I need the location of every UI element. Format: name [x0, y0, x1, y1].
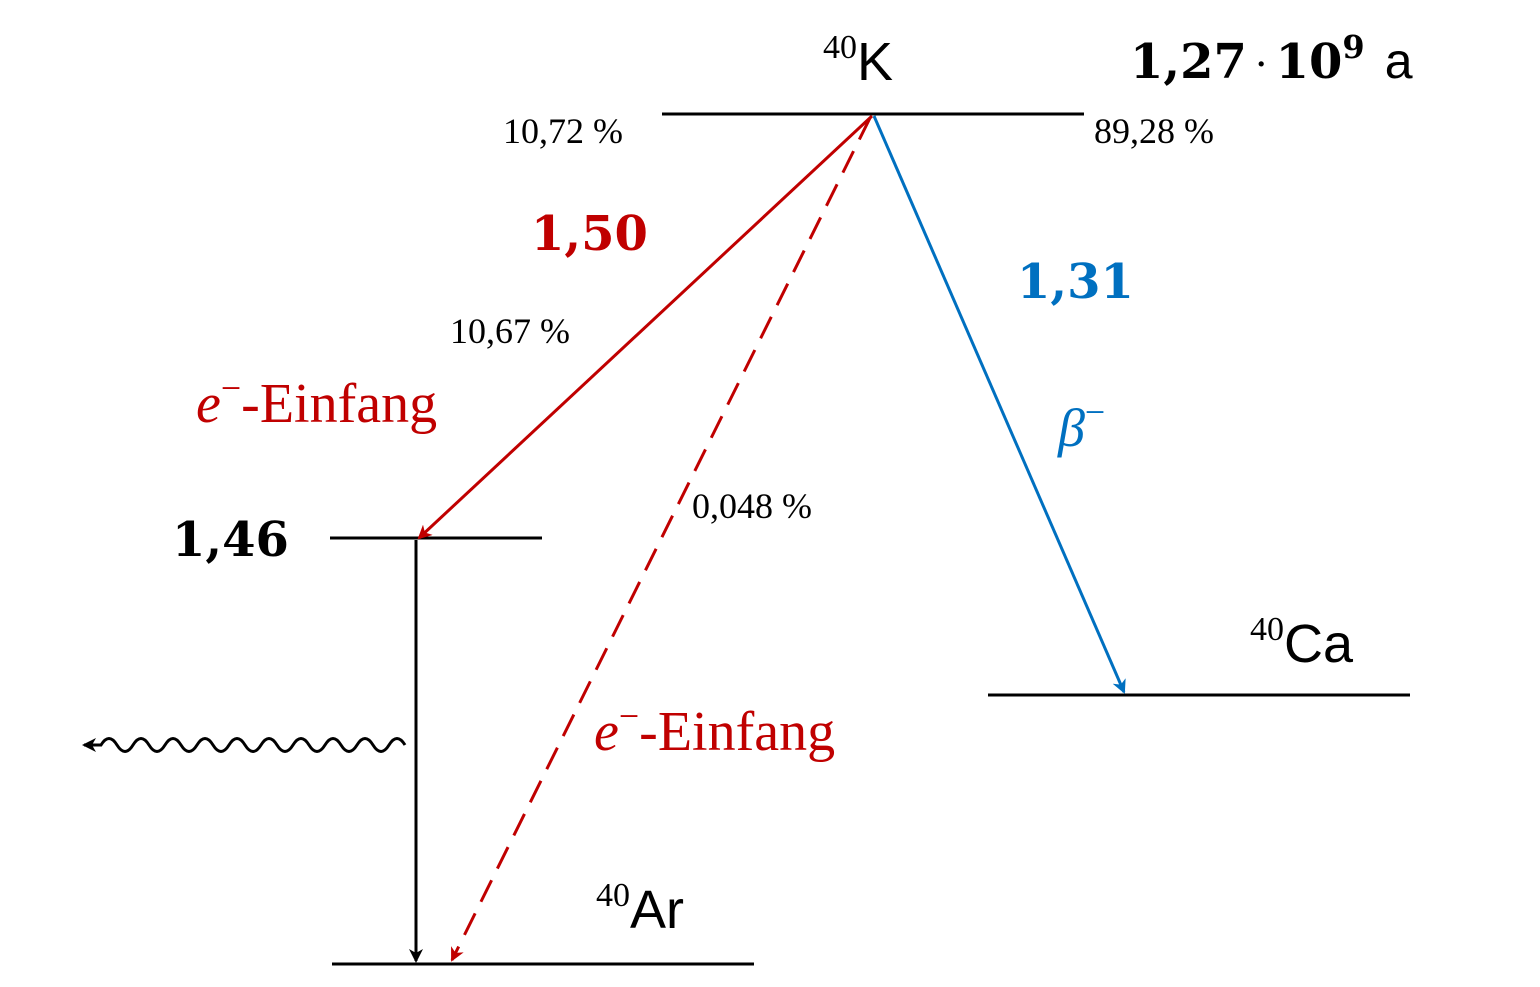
half-life-label: 1,27 · 109 a	[1130, 28, 1413, 90]
ec-ground-arrow	[450, 117, 872, 962]
gamma-wave-icon	[82, 737, 407, 753]
energy-beta: 1,31	[1017, 254, 1134, 310]
k-mass-number: 40	[823, 29, 857, 66]
k-nuclide-label: 40K	[823, 29, 893, 92]
ec-lower-label: e−-Einfang	[594, 696, 835, 763]
half-life-exponent: 9	[1342, 28, 1364, 66]
ec-upper-e: e	[196, 373, 221, 435]
ca-symbol: Ca	[1284, 614, 1354, 674]
energy-ec-excited: 1,50	[531, 206, 648, 262]
half-life-base: 10	[1276, 34, 1343, 90]
branching-ec-ground: 0,048 %	[692, 486, 812, 526]
ec-lower-e: e	[594, 701, 619, 763]
half-life-dot: ·	[1255, 42, 1268, 88]
ec-upper-sup: −	[221, 368, 241, 408]
ec-upper-rest: -Einfang	[241, 373, 437, 435]
beta-symbol: β	[1057, 398, 1085, 458]
beta-sup: −	[1085, 392, 1105, 432]
energy-excited-level: 1,46	[172, 512, 289, 568]
ec-excited-arrow	[417, 114, 874, 540]
half-life-mantissa: 1,27	[1130, 34, 1247, 90]
ar-nuclide-label: 40Ar	[596, 877, 684, 940]
ec-lower-rest: -Einfang	[639, 701, 835, 763]
half-life-unit: a	[1385, 33, 1413, 89]
k-symbol: K	[857, 32, 893, 92]
beta-minus-arrow	[872, 115, 1126, 694]
branching-ec-excited: 10,67 %	[450, 311, 570, 351]
beta-label: β−	[1057, 392, 1105, 458]
ca-nuclide-label: 40Ca	[1250, 611, 1354, 674]
branching-left: 10,72 %	[503, 111, 623, 151]
ca-mass-number: 40	[1250, 611, 1284, 648]
branching-right: 89,28 %	[1094, 111, 1214, 151]
ec-upper-label: e−-Einfang	[196, 368, 437, 435]
ar-symbol: Ar	[630, 880, 684, 940]
ar-mass-number: 40	[596, 877, 630, 914]
ec-lower-sup: −	[619, 696, 639, 736]
